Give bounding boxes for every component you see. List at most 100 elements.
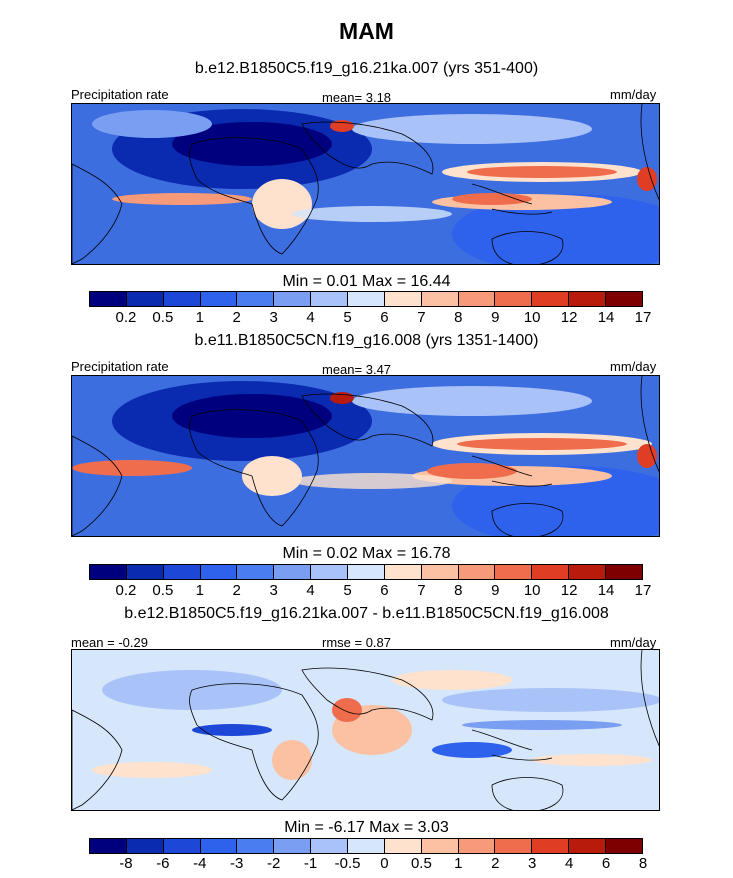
colorbar-swatch [126, 839, 164, 853]
panel-3-rmse-label: rmse = 0.87 [322, 635, 392, 650]
coastline [491, 231, 564, 264]
field-shape [192, 724, 272, 736]
colorbar-swatch [606, 565, 642, 579]
colorbar-swatch [311, 839, 349, 853]
colorbar-tick-label: 0 [380, 855, 389, 872]
colorbar-tick-label: 5 [343, 309, 352, 326]
colorbar-swatch [200, 565, 238, 579]
colorbar-tick-label: 0.2 [115, 582, 137, 599]
colorbar-swatch [237, 565, 275, 579]
field-map [72, 376, 659, 536]
coastline [640, 650, 659, 747]
colorbar-swatch [495, 565, 533, 579]
panel-2-units-label: mm/day [610, 359, 657, 374]
colorbar-tick-label: 8 [454, 309, 463, 326]
panel-2-minmax: Min = 0.02 Max = 16.78 [282, 545, 451, 562]
panel-2-title: b.e11.B1850C5CN.f19_g16.008 (yrs 1351-14… [194, 332, 539, 349]
colorbar-tick-label: -3 [230, 855, 244, 872]
field-shape [172, 394, 332, 438]
colorbar-swatch [126, 292, 164, 306]
coastline [72, 709, 123, 810]
field-shape [637, 444, 657, 468]
colorbar-swatch [90, 839, 127, 853]
coastline [189, 683, 319, 801]
colorbar-tick-label: 1 [195, 582, 204, 599]
colorbar-swatch [90, 292, 127, 306]
colorbar-tick-label: 12 [560, 309, 578, 326]
colorbar-tick-label: 2 [232, 309, 241, 326]
colorbar-tick-label: 12 [560, 582, 578, 599]
panel-2-variable-label: Precipitation rate [71, 359, 169, 374]
colorbar-tick-label: 3 [528, 855, 537, 872]
panel-3-units-label: mm/day [610, 635, 657, 650]
colorbar-swatch [384, 839, 422, 853]
colorbar-tick-label: 4 [306, 582, 315, 599]
colorbar-swatch [421, 565, 459, 579]
colorbar-tick-label: 7 [417, 309, 426, 326]
colorbar-tick-label: -0.5 [334, 855, 361, 872]
field-shape [172, 122, 332, 166]
figure-title: MAM [339, 18, 394, 44]
colorbar-swatch [90, 565, 127, 579]
colorbar-tick-label: -4 [193, 855, 207, 872]
field-shape [392, 670, 512, 690]
field-shape [532, 754, 652, 766]
colorbar-tick-label: 1 [195, 309, 204, 326]
colorbar-swatch [311, 565, 349, 579]
colorbar-tick-label: 0.2 [115, 309, 137, 326]
field-shape [457, 438, 627, 450]
field-shape [427, 463, 517, 479]
panel-2-colorbar-labels: 0.2 0.5 1 2 3 4 5 6 7 8 9 10 12 14 17 [89, 582, 651, 600]
colorbar-swatch [163, 292, 201, 306]
coastline [640, 376, 659, 473]
colorbar-tick-label: -8 [119, 855, 133, 872]
coastline [72, 163, 123, 264]
colorbar-tick-label: 9 [491, 582, 500, 599]
colorbar-tick-label: 17 [634, 309, 652, 326]
field-shape [72, 460, 192, 476]
colorbar-swatch [532, 565, 570, 579]
panel-3-minmax: Min = -6.17 Max = 3.03 [284, 819, 449, 836]
colorbar-swatch [421, 839, 459, 853]
colorbar-swatch [458, 565, 496, 579]
field-map [72, 104, 659, 264]
field-shape [272, 740, 312, 780]
field-map [72, 650, 659, 810]
colorbar-swatch [126, 565, 164, 579]
colorbar-tick-label: -1 [303, 855, 318, 872]
colorbar-swatch [458, 839, 496, 853]
colorbar-swatch [458, 292, 496, 306]
coastline [301, 393, 434, 447]
colorbar-tick-label: 3 [269, 582, 278, 599]
colorbar-swatch [348, 839, 385, 853]
coastline [491, 777, 564, 810]
panel-2-mean-label: mean= 3.47 [322, 362, 392, 377]
panel-3-colorbar [89, 838, 643, 854]
panel-2-map [71, 375, 660, 537]
colorbar-tick-label: 1 [454, 855, 463, 872]
colorbar-tick-label: 0.5 [152, 582, 174, 599]
field-shape [352, 114, 592, 144]
panel-3-map [71, 649, 660, 811]
panel-1-mean-label: mean= 3.18 [322, 90, 392, 105]
colorbar-swatch [200, 839, 238, 853]
colorbar-tick-label: -2 [266, 855, 281, 872]
field-shape [242, 456, 302, 496]
field-shape [637, 167, 657, 191]
panel-3-mean-label: mean = -0.29 [71, 635, 148, 650]
coastline [471, 729, 553, 761]
colorbar-swatch [163, 565, 201, 579]
colorbar-swatch [495, 292, 533, 306]
colorbar-tick-label: 2 [491, 855, 500, 872]
colorbar-tick-label: 8 [454, 582, 463, 599]
coastline [189, 137, 319, 255]
coastline [471, 183, 553, 215]
colorbar-swatch [495, 839, 533, 853]
colorbar-tick-label: 6 [380, 582, 389, 599]
field-shape [112, 193, 252, 205]
colorbar-swatch [311, 292, 349, 306]
panel-1-minmax: Min = 0.01 Max = 16.44 [282, 273, 451, 290]
field-shape [352, 386, 592, 416]
colorbar-swatch [237, 839, 275, 853]
colorbar-tick-label: 5 [343, 582, 352, 599]
